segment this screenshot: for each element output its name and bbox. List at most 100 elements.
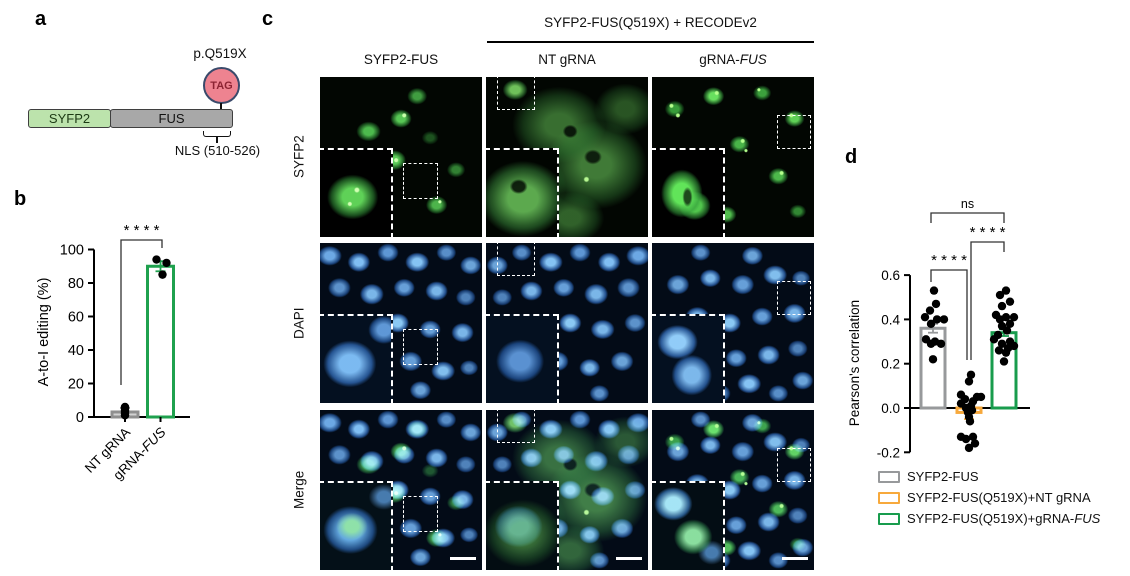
micrograph-syfp2fus-dapi	[320, 243, 482, 403]
y-tick-label: 0	[76, 410, 84, 426]
zoom-inset-box	[486, 480, 559, 570]
y-tick-label: 60	[68, 310, 84, 326]
y-axis-label: Pearson's correlation	[847, 300, 862, 426]
micrograph-ntgrna-merge	[486, 410, 648, 570]
roi-box	[402, 163, 439, 199]
scale-bar	[449, 557, 476, 561]
y-tick-label: 0.4	[881, 312, 900, 327]
legend-label: SYFP2-FUS	[907, 469, 979, 484]
data-point	[158, 270, 167, 279]
data-point	[964, 443, 974, 453]
data-point	[989, 335, 999, 344]
roi-box	[776, 115, 811, 149]
micrograph-grnafus-syfp2	[652, 77, 814, 237]
zoom-inset-box	[652, 480, 725, 570]
pearsons-correlation-chart: -0.2 0.0 0.2 0.4 0.6 Pearson's correlation * *…	[847, 197, 1030, 460]
column-header-grna-fus: gRNA-FUS	[699, 52, 767, 67]
roi-box	[402, 496, 439, 532]
zoom-inset-box	[652, 147, 725, 237]
data-point	[965, 417, 975, 426]
zoom-inset-box	[486, 147, 559, 237]
panel-a-label: a	[35, 8, 47, 30]
y-tick-label: 80	[68, 276, 84, 292]
column-header-nt-grna: NT gRNA	[538, 52, 596, 67]
roi-box	[402, 329, 439, 365]
chart-legend: SYFP2-FUS SYFP2-FUS(Q519X)+NT gRNA SYFP2…	[878, 469, 1100, 532]
y-axis-label: A-to-I editing (%)	[36, 278, 52, 387]
domain-box-fus: FUS	[110, 109, 233, 128]
scale-bar	[781, 557, 808, 561]
data-point	[997, 339, 1007, 348]
legend-item: SYFP2-FUS(Q519X)+gRNA-FUS	[878, 511, 1100, 526]
micrograph-ntgrna-syfp2	[486, 77, 648, 237]
zoom-inset-box	[320, 147, 393, 237]
y-tick-label: -0.2	[877, 445, 900, 460]
data-point	[928, 355, 938, 364]
data-point	[925, 306, 935, 315]
nls-label: NLS (510-526)	[174, 143, 261, 158]
data-point	[932, 315, 942, 324]
data-point	[920, 312, 930, 322]
micrograph-syfp2fus-merge	[320, 410, 482, 570]
data-point	[997, 301, 1007, 311]
roi-box	[776, 448, 811, 482]
panel-d-label: d	[845, 146, 858, 168]
legend-label: SYFP2-FUS(Q519X)+NT gRNA	[907, 490, 1091, 505]
data-point	[120, 402, 130, 412]
data-point	[1001, 286, 1011, 295]
legend-swatch-green	[878, 512, 900, 525]
significance-label: * * * *	[931, 252, 967, 269]
domain-box-syfp2: SYFP2	[28, 109, 111, 128]
y-tick-label: 40	[68, 343, 84, 359]
data-point	[964, 377, 974, 386]
data-point	[926, 319, 936, 329]
data-point	[970, 439, 980, 448]
condition-group-header: SYFP2-FUS(Q519X) + RECODEv2	[544, 15, 757, 30]
zoom-inset-box	[320, 480, 393, 570]
y-tick-label: 20	[68, 377, 84, 393]
column-header-syfp2-fus: SYFP2-FUS	[363, 52, 439, 67]
data-point	[995, 315, 1005, 324]
data-point	[995, 290, 1005, 300]
data-point	[1005, 297, 1015, 306]
group-header-underline	[487, 41, 814, 44]
y-tick-label: 0.0	[881, 401, 900, 416]
data-point	[994, 346, 1004, 355]
nls-bracket	[203, 131, 231, 137]
significance-label: ns	[961, 197, 974, 211]
y-tick-label: 0.2	[881, 357, 900, 372]
bar	[146, 264, 175, 419]
micrograph-grnafus-merge	[652, 410, 814, 570]
roi-box	[497, 243, 535, 277]
legend-item: SYFP2-FUS	[878, 469, 1100, 484]
roi-box	[497, 77, 535, 111]
codon-stem-line	[220, 103, 222, 110]
micrograph-ntgrna-dapi	[486, 243, 648, 403]
panel-c-label: c	[262, 8, 274, 30]
stop-codon-badge: TAG	[203, 67, 240, 104]
zoom-inset-box	[652, 313, 725, 403]
data-point	[966, 370, 976, 379]
row-label-merge: Merge	[291, 470, 307, 510]
y-tick-label: 0.6	[881, 268, 900, 283]
legend-swatch-orange	[878, 491, 900, 504]
data-point	[929, 286, 939, 295]
data-point	[976, 392, 986, 402]
roi-box	[497, 410, 535, 444]
significance-label: * * * *	[970, 224, 1006, 241]
zoom-inset-box	[320, 313, 393, 403]
data-point	[999, 357, 1009, 366]
data-point	[936, 339, 946, 348]
y-tick-label: 100	[60, 243, 84, 259]
data-point	[961, 434, 971, 444]
scale-bar	[615, 557, 642, 561]
data-point	[931, 299, 941, 309]
roi-box	[776, 281, 811, 315]
data-point	[1001, 348, 1011, 357]
legend-label: SYFP2-FUS(Q519X)+gRNA-FUS	[907, 511, 1101, 526]
data-point	[1005, 319, 1015, 329]
data-point	[1009, 312, 1019, 322]
micrograph-syfp2fus-syfp2	[320, 77, 482, 237]
